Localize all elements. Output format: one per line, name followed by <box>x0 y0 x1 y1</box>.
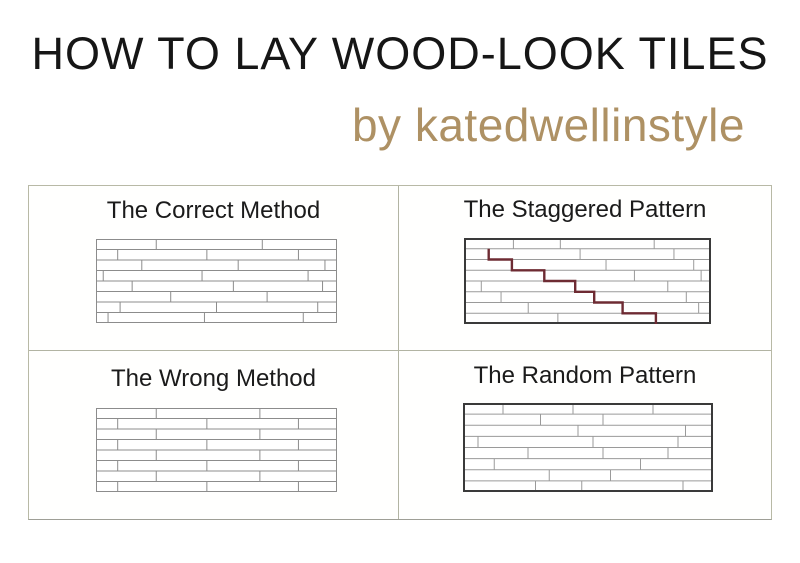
methods-grid: The Correct Method The Staggered Pattern… <box>28 185 772 520</box>
panel-staggered-pattern: The Staggered Pattern <box>399 186 771 350</box>
grid-divider-vertical <box>398 186 399 519</box>
panel-wrong-method-label: The Wrong Method <box>111 365 316 392</box>
panel-correct-method-label: The Correct Method <box>106 197 321 224</box>
grid-divider-horizontal <box>29 350 771 351</box>
random-pattern-tile-diagram <box>463 403 713 492</box>
staggered-pattern-tile-diagram <box>464 238 711 324</box>
panel-random-pattern: The Random Pattern <box>399 351 771 519</box>
page-title: HOW TO LAY WOOD-LOOK TILES <box>31 28 769 79</box>
panel-wrong-method: The Wrong Method <box>29 351 398 519</box>
panel-staggered-pattern-label: The Staggered Pattern <box>463 196 707 223</box>
wrong-method-tile-diagram <box>96 408 337 492</box>
panel-random-pattern-label: The Random Pattern <box>473 362 697 389</box>
author-credit: by katedwellinstyle <box>351 99 745 151</box>
panel-correct-method: The Correct Method <box>29 186 398 350</box>
correct-method-tile-diagram <box>96 239 337 323</box>
